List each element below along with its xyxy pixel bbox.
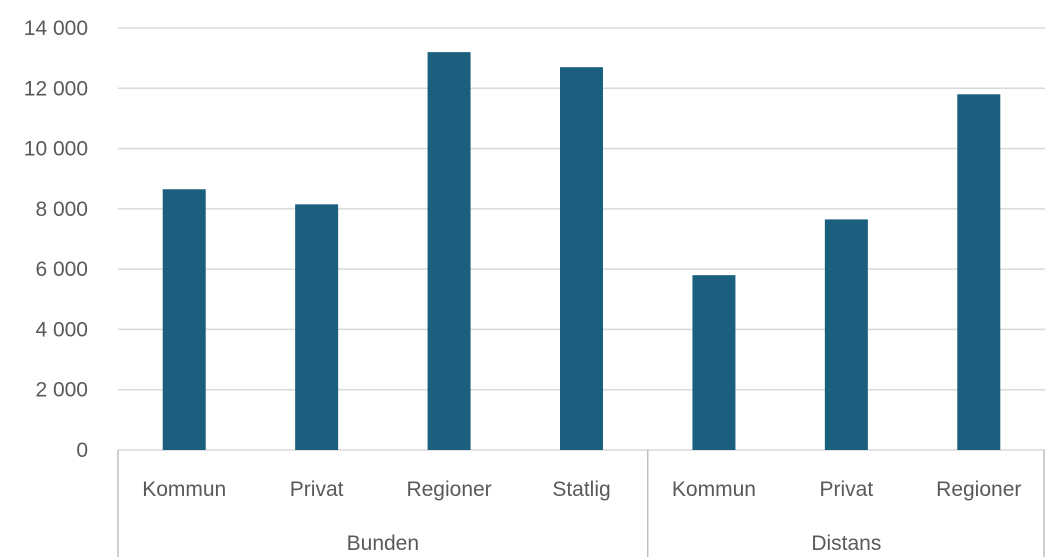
y-tick-label: 0 [76, 439, 88, 462]
y-tick-label: 6 000 [35, 258, 88, 281]
bar [692, 275, 736, 450]
bar [295, 204, 339, 450]
category-label: Kommun [142, 478, 226, 501]
category-label: Privat [820, 478, 874, 501]
y-tick-label: 12 000 [24, 77, 88, 100]
y-tick-label: 8 000 [35, 198, 88, 221]
group-label: Bunden [347, 532, 419, 555]
bar [957, 94, 1001, 451]
bar [560, 67, 603, 450]
category-separators [117, 450, 1045, 557]
x-axis-groups: Bunden Distans [347, 532, 882, 555]
bar [162, 189, 206, 450]
category-label: Privat [290, 478, 344, 501]
category-label: Regioner [936, 478, 1021, 501]
category-label: Kommun [672, 478, 756, 501]
x-axis-categories: Kommun Privat Regioner Statlig Kommun Privat R… [142, 478, 1021, 501]
group-label: Distans [811, 532, 881, 555]
category-label: Regioner [406, 478, 491, 501]
y-tick-label: 14 000 [24, 17, 88, 40]
y-tick-label: 2 000 [35, 379, 88, 402]
category-label: Statlig [552, 478, 610, 501]
y-tick-label: 10 000 [24, 138, 88, 161]
bar [824, 219, 868, 450]
y-tick-label: 4 000 [35, 318, 88, 341]
y-axis-ticks: 0 2 000 4 000 6 000 8 000 10 000 12 000 14 000 [24, 17, 88, 462]
bar [427, 52, 471, 450]
bars [162, 52, 1001, 451]
